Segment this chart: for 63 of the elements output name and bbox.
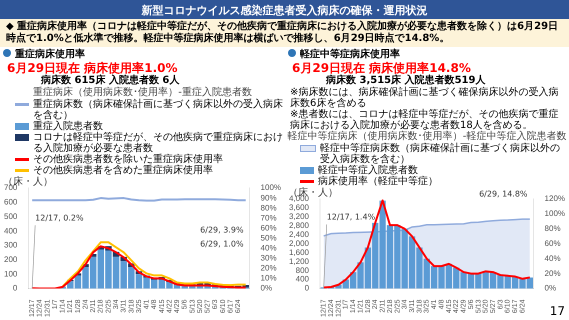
y-tick-label: 200	[4, 254, 18, 264]
y2-tick-label: 10%	[260, 274, 277, 283]
annotation: 6/29, 1.0%	[200, 240, 244, 249]
y-tick-label: 2,400	[288, 230, 310, 239]
y2-tick-label: 80%	[260, 203, 277, 212]
legend-label: 重症入院患者数	[33, 121, 103, 132]
y-tick-label: 4,000	[288, 194, 310, 204]
legend-label: その他疾病患者数を除いた重症病床使用率	[33, 154, 223, 165]
chart-subtitle: 軽症中等症病床使用率	[299, 49, 401, 61]
legend-label: 病床使用率（軽症中等症）	[318, 176, 438, 187]
y-tick-label: 0	[12, 284, 18, 293]
legend-label: その他疾病患者を含めた重症病床使用率	[33, 165, 213, 176]
y-tick-label: 3,200	[288, 212, 310, 222]
y2-tick-label: 0%	[260, 284, 272, 293]
y-tick-label: 700	[4, 183, 18, 192]
text: 6月29日現在 病床使用率1.0%	[6, 61, 178, 75]
legend-label: 重症病床数（病床確保計画に基づく病床以外の受入病床を含む）	[33, 99, 284, 121]
y2-tick-label: 90%	[260, 193, 277, 202]
y2-tick-label: 70%	[260, 213, 277, 222]
annotation: 6/29, 3.9%	[200, 226, 244, 235]
text: ※患者数には、コロナは軽症中等症だが、その他疾病で重症病床における入院加療が必要な患者数18人を含める。	[289, 109, 560, 131]
y-tick-label: 0	[304, 284, 310, 293]
y-tick-label: 500	[4, 212, 18, 221]
y-tick-label: 3,600	[288, 203, 310, 212]
y-tick-label: 2,000	[288, 238, 310, 248]
chart-title: 軽症中等症病床（使用病床数･使用率）-軽症中等症入院患者数	[286, 131, 568, 142]
y2-tick-label: 120%	[544, 194, 566, 204]
y-tick-label: 100	[4, 269, 18, 278]
legend-label: 軽症中等症入院患者数	[318, 165, 418, 176]
y2-tick-label: 20%	[260, 264, 277, 273]
text: 病床数 3,515床 入院患者数519人	[324, 75, 486, 86]
text: 新型コロナウイルス感染症患者受入病床の確保・運用状況	[0, 0, 569, 19]
y2-tick-label: 60%	[544, 238, 561, 248]
chart-title: 重症病床（使用病床数･使用率）-重症入院患者数	[32, 87, 253, 98]
legend-label: コロナは軽症中等症だが、その他疾病で重症病床における入院加療が必要な患者数	[33, 132, 284, 154]
legend-label: 軽症中等症病床数（病床確保計画に基づく病床以外の受入病床数を含む）	[320, 143, 561, 165]
y2-tick-label: 60%	[260, 223, 277, 232]
annotation: 12/17, 0.2%	[35, 213, 84, 222]
annotation: 6/29, 14.8%	[479, 190, 528, 199]
text: 17	[550, 304, 565, 318]
y-tick-label: 400	[296, 274, 310, 284]
text: 病床数 615床 入院患者数 6人	[40, 75, 180, 86]
y2-tick-label: 40%	[544, 254, 561, 263]
y2-tick-label: 100%	[544, 209, 566, 218]
text: ※病床数には、病床確保計画に基づく確保病床以外の受入病床数6床を含める	[289, 87, 560, 109]
y-tick-label: 2,800	[288, 221, 310, 230]
y-tick-label: 400	[4, 226, 18, 236]
y-tick-label: 1,200	[288, 256, 310, 266]
y2-tick-label: 0%	[544, 284, 556, 293]
y2-tick-label: 40%	[260, 243, 277, 252]
y2-tick-label: 100%	[260, 183, 282, 192]
y-tick-label: 600	[4, 198, 18, 207]
text: 6月29日現在 病床使用率14.8%	[291, 61, 472, 75]
y-tick-label: 800	[296, 266, 310, 275]
y2-tick-label: 20%	[544, 268, 561, 278]
y2-tick-label: 80%	[544, 224, 561, 234]
annotation: 12/17, 1.4%	[326, 212, 376, 222]
y2-tick-label: 50%	[260, 233, 277, 242]
text: ◆ 重症病床使用率（コロナは軽症中等症だが、その他疾病で重症病床における入院加療が必要な患者数を除く）は6月29日時点で1.0%と低水準で推移。軽症中等症病床使用率は横ばいで推移し、6月29日時点で14.8%。	[0, 19, 569, 47]
y-tick-label: 1,600	[288, 248, 310, 257]
y-tick-label: 300	[4, 240, 18, 250]
chart-subtitle: 重症病床使用率	[14, 49, 86, 61]
y2-tick-label: 30%	[260, 254, 277, 263]
